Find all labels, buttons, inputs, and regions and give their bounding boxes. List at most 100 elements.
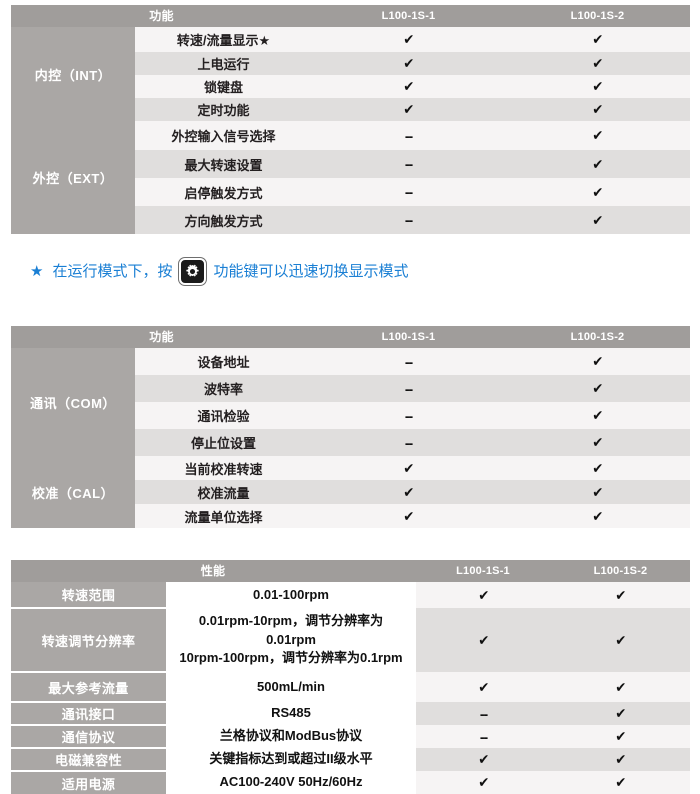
feature-name: 校准流量 — [135, 480, 312, 504]
check-icon: ✔ — [591, 101, 604, 117]
table-row: 转速调节分辨率 0.01rpm-10rpm，调节分辨率为 0.01rpm 10r… — [11, 608, 690, 673]
value-model-1: ✔ — [312, 52, 505, 75]
dash-icon: -- — [404, 380, 413, 397]
table-row: 转速范围 0.01-100rpm ✔ ✔ — [11, 582, 690, 609]
value-model-1: -- — [415, 725, 551, 748]
check-icon: ✔ — [591, 183, 604, 200]
table-row: 波特率 -- ✔ — [11, 375, 690, 402]
value-model-1: -- — [312, 429, 505, 456]
group-label-com: 通讯（COM） — [11, 348, 135, 456]
spec-value-line: 0.01rpm — [266, 631, 316, 647]
dash-icon: -- — [479, 705, 488, 722]
star-icon: ★ — [30, 263, 44, 280]
feature-name: 定时功能 — [135, 98, 312, 121]
value-model-1: ✔ — [312, 480, 505, 504]
value-model-1: -- — [312, 178, 505, 206]
spec-label: 转速范围 — [11, 582, 168, 609]
value-model-1: -- — [312, 348, 505, 375]
check-icon: ✔ — [402, 55, 415, 71]
check-icon: ✔ — [591, 31, 604, 47]
value-model-1: ✔ — [415, 582, 551, 608]
value-model-2: ✔ — [551, 672, 690, 702]
check-icon: ✔ — [614, 678, 627, 695]
table-header-row: 功能 L100-1S-1 L100-1S-2 — [11, 5, 690, 27]
value-model-2: ✔ — [551, 748, 690, 771]
check-icon: ✔ — [477, 751, 490, 767]
column-header-model-1: L100-1S-1 — [415, 560, 551, 582]
column-header-model-1: L100-1S-1 — [312, 5, 505, 27]
dash-icon: -- — [404, 127, 413, 144]
check-icon: ✔ — [591, 211, 604, 228]
value-model-2: ✔ — [505, 504, 690, 528]
table-row: 最大转速设置 -- ✔ — [11, 150, 690, 178]
column-header-function: 功能 — [11, 5, 312, 27]
spec-value: 500mL/min — [167, 672, 416, 702]
column-header-model-2: L100-1S-2 — [505, 326, 690, 348]
check-icon: ✔ — [477, 586, 490, 603]
spec-value: 0.01rpm-10rpm，调节分辨率为 0.01rpm 10rpm-100rp… — [167, 608, 416, 672]
spec-value-line: 0.01rpm-10rpm，调节分辨率为 — [198, 612, 384, 628]
column-header-function: 功能 — [11, 326, 312, 348]
check-icon: ✔ — [477, 631, 490, 648]
value-model-2: ✔ — [505, 98, 690, 121]
check-icon: ✔ — [591, 155, 604, 172]
feature-name: 启停触发方式 — [135, 178, 312, 206]
feature-name: 当前校准转速 — [135, 456, 312, 480]
function-table-com-cal: 功能 L100-1S-1 L100-1S-2 通讯（COM） 设备地址 -- ✔… — [11, 326, 690, 528]
check-icon: ✔ — [614, 586, 627, 603]
dash-icon: -- — [404, 407, 413, 424]
check-icon: ✔ — [402, 507, 415, 524]
value-model-2: ✔ — [551, 582, 690, 608]
check-icon: ✔ — [402, 459, 415, 476]
feature-name: 波特率 — [135, 375, 312, 402]
check-icon: ✔ — [591, 55, 604, 71]
feature-name: 锁键盘 — [135, 75, 312, 98]
check-icon: ✔ — [591, 459, 604, 476]
check-icon: ✔ — [591, 483, 604, 500]
value-model-2: ✔ — [505, 150, 690, 178]
table-row: 内控（INT） 转速/流量显示★ ✔ ✔ — [11, 27, 690, 121]
value-model-1: ✔ — [312, 504, 505, 528]
value-model-1: -- — [312, 121, 505, 150]
table-row: 通信协议 兰格协议和ModBus协议 -- ✔ — [11, 725, 690, 749]
table-row: 启停触发方式 -- ✔ — [11, 178, 690, 206]
gear-icon — [179, 258, 207, 285]
display-mode-note: ★ 在运行模式下，按 功能键可以迅速切换显示模式 — [30, 258, 408, 285]
dash-icon: -- — [404, 156, 413, 172]
spec-label: 最大参考流量 — [11, 672, 168, 703]
feature-name: 流量单位选择 — [135, 504, 312, 528]
spec-value: AC100-240V 50Hz/60Hz — [167, 771, 416, 794]
spec-value-line: AC100-240V 50Hz/60Hz — [219, 774, 363, 790]
dash-icon: -- — [404, 212, 413, 228]
table-row: 流量单位选择 ✔ ✔ — [11, 504, 690, 528]
table-header-row: 性能 L100-1S-1 L100-1S-2 — [11, 560, 690, 582]
dash-icon: -- — [404, 353, 413, 370]
group-label-cal: 校准（CAL） — [11, 456, 135, 528]
check-icon: ✔ — [614, 631, 627, 648]
dash-icon: -- — [404, 184, 413, 200]
table-row: 适用电源 AC100-240V 50Hz/60Hz ✔ ✔ — [11, 771, 690, 794]
spec-value: 关键指标达到或超过II级水平 — [167, 748, 416, 771]
check-icon: ✔ — [402, 483, 415, 500]
check-icon: ✔ — [591, 353, 604, 369]
check-icon: ✔ — [477, 678, 490, 695]
table-row: 锁键盘 ✔ ✔ — [11, 75, 690, 98]
value-model-2: ✔ — [505, 206, 690, 234]
value-model-2: ✔ — [505, 52, 690, 75]
check-icon: ✔ — [614, 728, 627, 744]
table-row: 通讯（COM） 设备地址 -- ✔ — [11, 348, 690, 456]
column-header-performance: 性能 — [11, 560, 415, 582]
value-model-2: ✔ — [551, 608, 690, 672]
value-model-1: -- — [312, 375, 505, 402]
value-model-1: ✔ — [312, 98, 505, 121]
value-model-1: -- — [312, 206, 505, 234]
check-icon: ✔ — [402, 101, 415, 117]
table-row: 停止位设置 -- ✔ — [11, 429, 690, 456]
dash-icon: -- — [404, 434, 413, 451]
value-model-1: ✔ — [312, 27, 505, 52]
feature-name: 外控输入信号选择 — [135, 121, 312, 150]
performance-table: 性能 L100-1S-1 L100-1S-2 转速范围 0.01-100rpm … — [11, 560, 691, 794]
check-icon: ✔ — [402, 31, 415, 47]
feature-name: 通讯检验 — [135, 402, 312, 429]
table-row: 校准流量 ✔ ✔ — [11, 480, 690, 504]
